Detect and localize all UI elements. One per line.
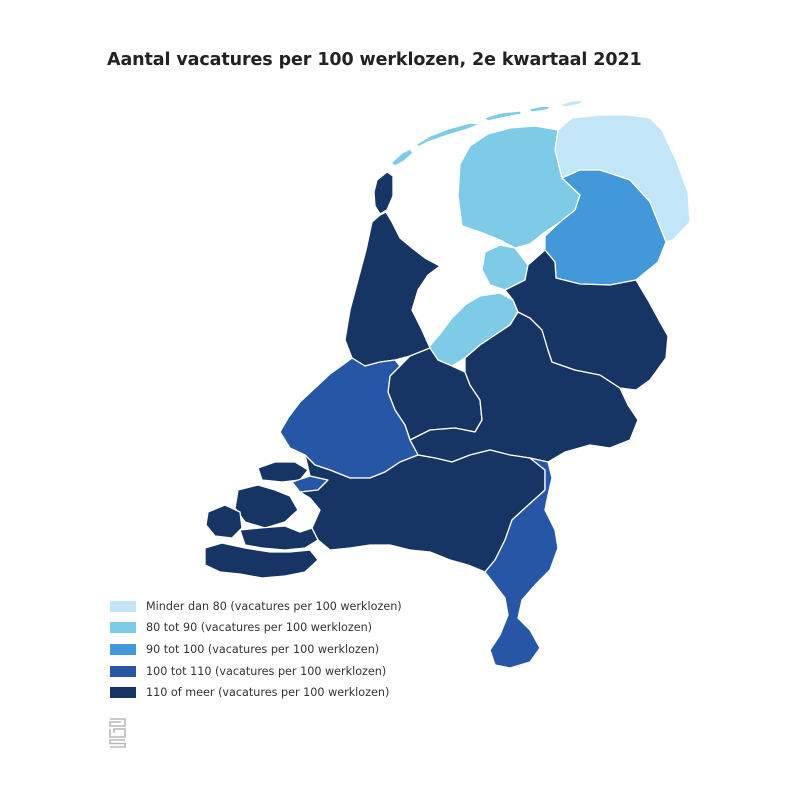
region-wadden-terschelling[interactable] [416, 122, 481, 148]
legend-item-minder-dan-80: Minder dan 80 (vacatures per 100 werkloz… [110, 596, 402, 616]
region-wadden-ameland[interactable] [483, 110, 523, 122]
legend-label: 100 tot 110 (vacatures per 100 werklozen… [146, 664, 387, 678]
legend: Minder dan 80 (vacatures per 100 werkloz… [110, 596, 402, 704]
legend-swatch [110, 687, 136, 699]
region-zeeland-north[interactable] [257, 461, 309, 483]
legend-swatch [110, 665, 136, 677]
region-zeeland-mid[interactable] [234, 484, 299, 529]
region-zeeland-flanders[interactable] [204, 542, 319, 579]
region-limburg[interactable] [484, 457, 559, 669]
legend-item-90-tot-100: 90 tot 100 (vacatures per 100 werklozen) [110, 639, 402, 659]
legend-swatch [110, 600, 136, 612]
region-wadden-vlieland[interactable] [390, 148, 414, 167]
legend-label: 90 tot 100 (vacatures per 100 werklozen) [146, 642, 380, 656]
legend-label: Minder dan 80 (vacatures per 100 werkloz… [146, 599, 402, 613]
region-zeeland-zuidbeveland[interactable] [239, 525, 319, 551]
region-zeeland-walcheren[interactable] [205, 504, 243, 539]
legend-item-100-tot-110: 100 tot 110 (vacatures per 100 werklozen… [110, 661, 402, 681]
region-noord-holland[interactable] [344, 211, 441, 367]
map-title: Aantal vacatures per 100 werklozen, 2e k… [107, 50, 642, 70]
legend-swatch [110, 622, 136, 634]
legend-swatch [110, 643, 136, 655]
cbs-logo-icon [109, 718, 126, 748]
legend-label: 110 of meer (vacatures per 100 werklozen… [146, 686, 390, 700]
legend-item-110-of-meer: 110 of meer (vacatures per 100 werklozen… [110, 683, 402, 703]
region-wadden-rottumeroog[interactable] [557, 99, 585, 108]
region-overijssel[interactable] [504, 249, 669, 391]
region-wadden-schiermonnikoog[interactable] [527, 105, 553, 113]
legend-label: 80 tot 90 (vacatures per 100 werklozen) [146, 621, 373, 635]
legend-item-80-tot-90: 80 tot 90 (vacatures per 100 werklozen) [110, 618, 402, 638]
region-wadden-texel[interactable] [373, 171, 394, 215]
